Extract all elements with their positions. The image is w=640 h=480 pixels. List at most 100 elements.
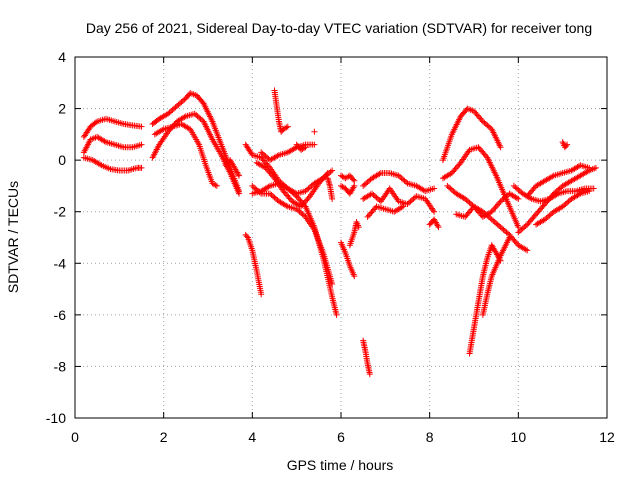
data-point [534,209,541,216]
data-point [371,193,378,200]
data-point [503,193,510,200]
data-point [304,186,311,193]
data-series [338,172,358,184]
data-point [178,99,185,106]
data-series [533,188,593,228]
data-point [431,185,438,192]
data-point [448,170,455,177]
data-point [524,247,531,254]
data-series [360,170,438,195]
data-point [497,144,504,151]
data-point [193,112,200,119]
data-series [80,133,145,156]
data-point [492,204,499,211]
data-point [513,185,520,192]
data-point [511,237,518,244]
data-point [305,194,312,201]
data-point [285,193,292,200]
data-point [485,213,492,220]
data-point [476,114,483,121]
data-point [518,226,525,233]
data-point [480,150,487,157]
data-point [271,194,278,201]
data-point [536,206,543,213]
data-point [471,108,477,115]
data-series [466,242,504,357]
data-point [499,197,506,204]
data-point [281,189,288,196]
data-point [447,185,454,192]
data-point [261,151,268,158]
data-point [92,119,99,126]
data-point [398,175,405,182]
data-point [280,188,287,195]
y-tick-label: -2 [54,204,67,220]
data-point [519,225,526,232]
data-point [333,311,340,318]
data-point [510,182,517,189]
data-point [445,184,452,191]
data-point [531,212,538,219]
data-point [374,195,381,202]
data-point [512,239,519,246]
data-point [529,187,536,194]
data-point [525,191,532,198]
data-point [351,273,358,280]
data-point [364,213,371,220]
data-point [500,226,507,233]
data-point [369,207,376,214]
data-point [169,106,176,113]
data-point [522,222,529,229]
data-point [497,224,504,231]
data-point [549,173,556,180]
data-point [494,221,501,228]
data-point [512,184,519,191]
data-point [502,194,509,201]
data-point [395,172,402,179]
data-point [250,184,257,191]
data-series [222,157,243,179]
data-series [242,141,340,318]
data-point [516,228,523,235]
data-point [270,173,277,180]
data-series [338,182,358,197]
data-series [311,128,318,135]
data-point [530,185,537,192]
data-point [298,210,305,217]
data-point [400,203,407,210]
data-point [262,158,268,165]
data-point [175,101,182,108]
data-point [299,202,306,209]
data-point [562,142,569,149]
data-point [448,186,455,193]
data-series [249,182,336,287]
data-point [513,194,520,201]
data-point [270,193,277,200]
data-point [397,173,404,180]
data-point [368,209,375,216]
data-point [496,222,503,229]
data-point [453,164,460,171]
data-point [477,115,484,122]
data-point [300,200,307,207]
data-point [305,185,312,192]
data-point [301,212,308,219]
y-axis-label: SDTVAR / TECUs [5,181,21,293]
data-point [366,177,373,184]
axis-ticks: 0 2 4 6 8 10 12 -10 -8 -6 -4 -2 0 2 4 [46,49,615,445]
data-point [465,209,472,216]
x-tick-label: 12 [599,429,615,445]
data-series [360,337,373,378]
data-point [592,164,599,171]
x-tick-label: 6 [337,429,345,445]
data-point [176,100,183,107]
data-point [465,198,472,205]
data-point [493,220,500,227]
data-point [544,198,551,205]
data-point [477,147,484,154]
data-point [264,154,271,161]
data-point [262,164,269,171]
data-point [265,183,272,190]
data-series [453,203,531,254]
data-point [181,96,188,103]
